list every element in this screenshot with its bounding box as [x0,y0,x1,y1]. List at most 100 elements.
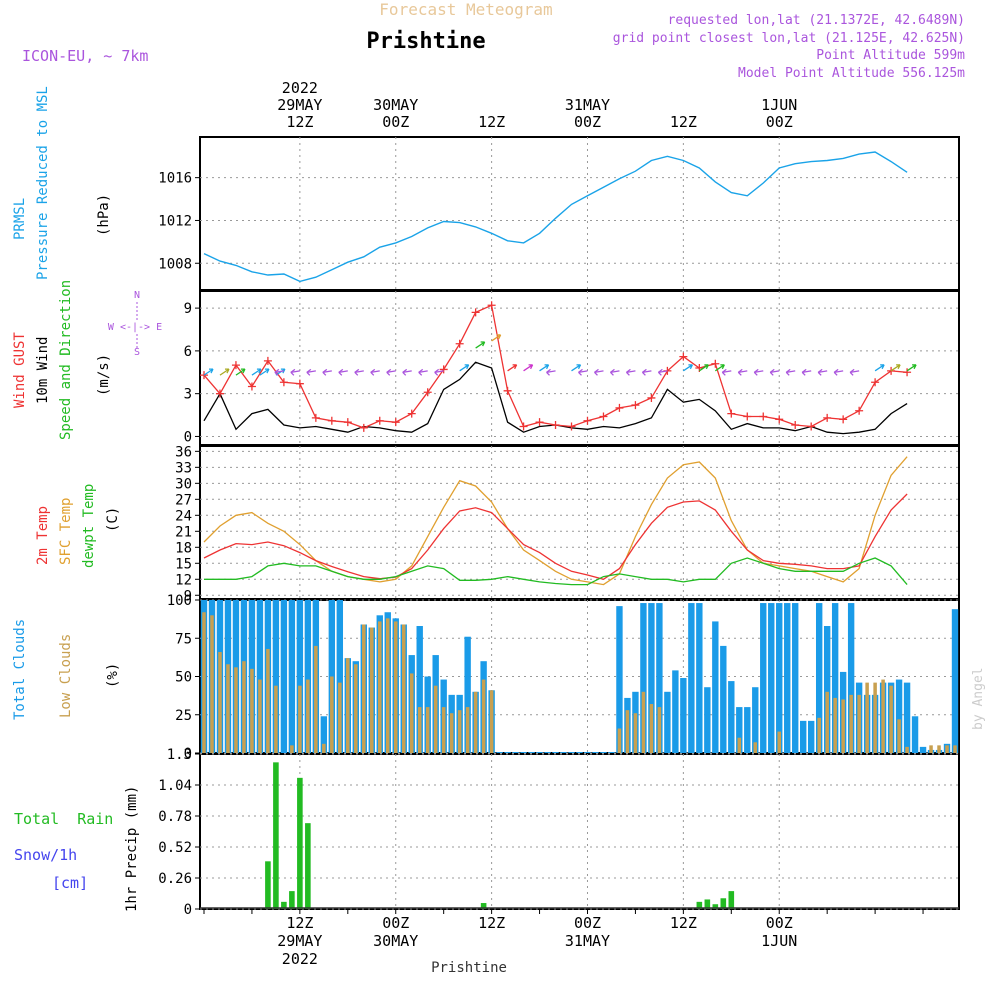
wind-direction-arrow [290,370,300,373]
low-cloud-bar [338,682,342,753]
low-cloud-bar [401,624,406,753]
low-cloud-bar [457,710,462,753]
time-label: 00Z [766,113,793,131]
total-cloud-bar [895,679,903,753]
precip-bar [728,891,735,909]
low-cloud-bar [841,699,845,753]
total-cloud-bar [520,752,527,753]
wind-direction-arrowhead [544,364,550,370]
wind-direction-arrow [698,364,709,372]
wind-gust-point [295,379,304,388]
wind-direction-arrow [434,370,444,373]
total-cloud-bar [696,603,703,753]
wind-direction-arrowhead [753,368,759,376]
wind-direction-arrow [658,370,668,373]
wind-gust-point [775,415,784,424]
precip-bar [720,898,727,909]
wind-gust-point [759,412,768,421]
precip-bar [696,901,703,909]
low-cloud-bar [274,685,278,753]
wind-direction-arrowhead [322,368,328,376]
wind-gust-point [231,361,240,370]
wind-label-10m: 10m Wind [35,337,51,404]
total-cloud-bar [823,626,831,753]
wind-tick-label: 9 [184,301,192,317]
wind-direction-arrow [459,364,470,372]
total-cloud-bar [640,603,647,753]
temp-label-dew: dewpt Temp [81,484,97,568]
wind-gust-point [839,415,848,424]
precip-frame [199,753,960,910]
wind-direction-arrowhead [464,364,470,370]
precip-unit: 1hr Precip (mm) [124,786,140,912]
pressure-tick-label: 1008 [158,256,192,272]
wind-direction-arrow [754,370,764,373]
low-cloud-bar [409,673,414,753]
plot-layer: 1008101210160369912151821242730333602550… [158,137,959,918]
low-cloud-bar [881,679,885,753]
wind-direction-arrowhead [496,334,502,340]
time-label: 29MAY [277,96,322,114]
wind-tick-label: 0 [184,429,192,445]
wind-gust-point [631,401,640,410]
wind-gust-point [647,393,656,402]
temp-label-sfc: SFC Temp [58,498,74,565]
wind-direction-arrow [475,341,485,349]
dewpoint-line [204,557,908,586]
wind-direction-arrowhead [290,368,296,376]
wind-direction-arrow [874,364,885,372]
low-cloud-bar [433,685,438,753]
wind-direction-arrowhead [576,364,582,370]
wind-direction-arrowhead [880,364,885,370]
compass-s: S [134,347,140,358]
wind-direction-arrow [491,334,501,342]
wind-gust-line [203,304,908,429]
total-cloud-bar [744,707,751,753]
low-cloud-bar [346,658,350,753]
total-cloud-bar [951,609,959,753]
wind-direction-arrow [418,370,428,373]
wind-gust-point [807,422,816,431]
precip-bar [289,891,295,909]
low-cloud-bar [865,682,869,753]
pressure-label-prmsl: PRMSL [12,198,28,240]
total-cloud-bar [600,752,607,753]
low-cloud-bar [330,676,334,753]
time-label: 30MAY [373,96,418,114]
time-label: 00Z [766,914,793,932]
wind-direction-arrow [714,364,725,372]
low-cloud-bar [202,612,206,753]
total-cloud-bar [847,603,855,753]
low-cloud-bar [298,685,302,753]
wind-direction-arrowhead [546,368,551,376]
wind-direction-arrowhead [264,368,270,374]
precip-bar [712,904,719,909]
precip-label-cm: [cm] [52,874,88,892]
low-cloud-bar [857,694,861,753]
clouds-label-low: Low Clouds [58,634,74,718]
low-cloud-bar [473,691,478,753]
wind-gust-point [711,359,720,368]
wind-gust-point [551,421,560,430]
sfc-temp-line [203,456,908,586]
wind-direction-arrow [322,370,332,373]
bottom-location: Prishtine [431,960,507,976]
precip-bar [480,903,487,909]
wind-gust-point [567,422,576,431]
header-point-altitude: Point Altitude 599m [816,48,965,63]
time-label: 31MAY [565,96,610,114]
header-model-altitude: Model Point Altitude 556.125m [738,66,965,81]
low-cloud-bar [753,742,758,753]
total-cloud-bar [544,752,551,753]
low-cloud-bar [817,717,821,753]
compass-row: W <-|-> E [108,322,162,333]
low-cloud-bar [425,707,430,753]
temp-tick-label: 36 [175,444,192,460]
temp-tick-label: 33 [175,460,192,476]
total-cloud-bar [584,752,591,753]
precip-bar [305,823,311,909]
wind-tick-label: 3 [184,387,192,403]
wind-direction-arrow [770,370,780,373]
pressure-frame [199,136,960,291]
wind-direction-arrowhead [354,368,360,376]
